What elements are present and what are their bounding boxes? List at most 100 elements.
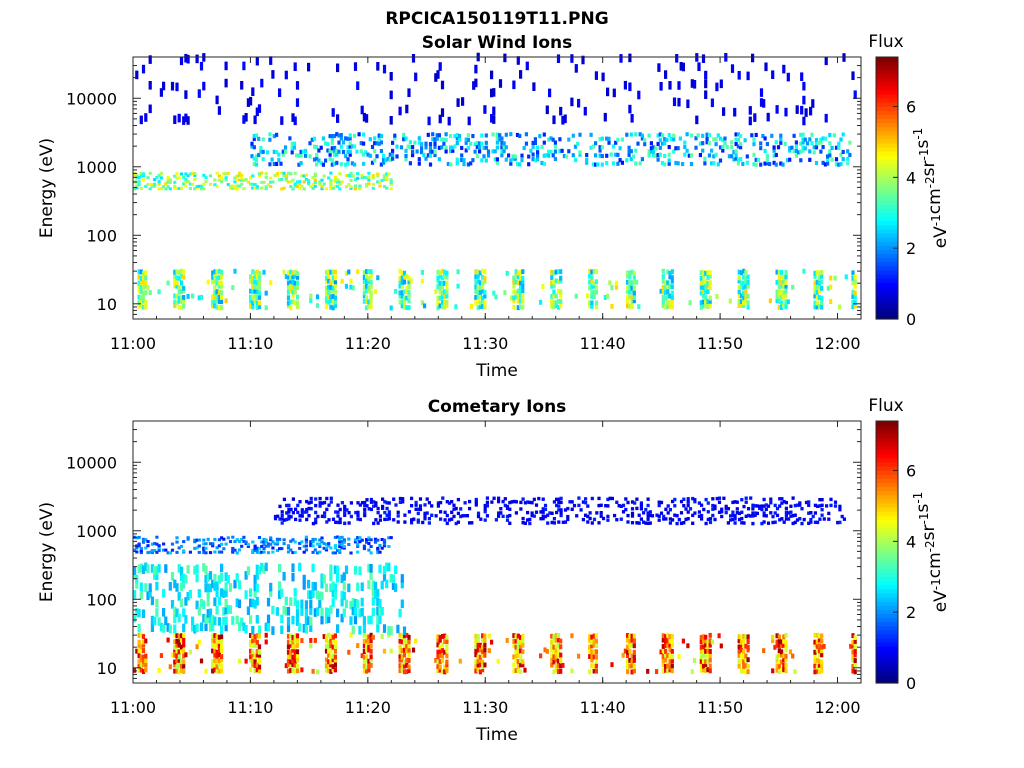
flux-cell xyxy=(780,649,784,655)
flux-cell xyxy=(765,154,769,159)
flux-cell xyxy=(626,288,630,294)
flux-cell xyxy=(162,542,166,546)
flux-cell xyxy=(295,180,300,184)
flux-cell xyxy=(437,133,441,138)
flux-cell xyxy=(275,150,279,155)
flux-cell xyxy=(270,157,274,162)
flux-cell xyxy=(503,290,507,296)
flux-cell xyxy=(186,591,190,601)
flux-cell xyxy=(251,174,255,178)
flux-cell xyxy=(476,299,480,304)
flux-cell xyxy=(391,152,395,157)
flux-cell xyxy=(309,643,313,649)
flux-cell xyxy=(266,544,271,548)
flux-cell xyxy=(789,510,793,514)
flux-cell xyxy=(519,658,523,664)
flux-cell xyxy=(333,644,337,649)
flux-cell xyxy=(440,268,445,274)
flux-cell xyxy=(204,615,208,624)
flux-cell xyxy=(481,637,485,643)
flux-cell xyxy=(490,70,494,80)
flux-cell xyxy=(342,546,346,550)
flux-cell xyxy=(173,180,177,184)
flux-cell xyxy=(466,145,470,150)
flux-cell xyxy=(811,99,815,108)
flux-cell xyxy=(293,62,297,71)
flux-cell xyxy=(179,305,184,311)
flux-cell xyxy=(407,284,411,290)
flux-cell xyxy=(329,572,333,581)
flux-cell xyxy=(440,80,445,90)
flux-cell xyxy=(550,511,554,515)
flux-cell xyxy=(813,289,817,295)
flux-cell xyxy=(286,546,291,550)
flux-cell xyxy=(499,511,503,515)
flux-cell xyxy=(329,298,333,304)
flux-cell xyxy=(356,501,360,505)
flux-cell xyxy=(708,657,712,663)
flux-cell xyxy=(594,300,598,306)
flux-cell xyxy=(170,600,175,609)
flux-cell xyxy=(193,625,197,634)
flux-cell xyxy=(826,157,830,162)
flux-cell xyxy=(632,643,636,649)
flux-cell xyxy=(508,513,512,518)
flux-cell xyxy=(220,663,224,669)
flux-cell xyxy=(733,107,737,117)
flux-cell xyxy=(668,634,672,639)
flux-cell xyxy=(475,145,479,150)
flux-cell xyxy=(759,98,764,107)
flux-cell xyxy=(476,511,481,515)
flux-cell xyxy=(775,289,779,295)
flux-cell xyxy=(570,97,574,107)
flux-cell xyxy=(739,303,743,308)
flux-cell xyxy=(751,53,755,63)
flux-cell xyxy=(139,654,143,660)
flux-cell xyxy=(204,551,208,555)
colorbar-swatch xyxy=(876,552,898,557)
flux-cell xyxy=(550,283,554,289)
flux-cell xyxy=(391,148,395,153)
flux-cell xyxy=(362,161,366,166)
flux-cell xyxy=(639,503,643,508)
flux-cell xyxy=(264,639,268,645)
flux-cell xyxy=(400,299,404,305)
flux-cell xyxy=(286,644,291,650)
flux-cell xyxy=(552,270,556,276)
flux-cell xyxy=(213,667,217,673)
flux-cell xyxy=(141,174,146,178)
flux-cell xyxy=(331,294,335,299)
flux-cell xyxy=(667,133,671,138)
flux-cell xyxy=(362,616,366,625)
flux-cell xyxy=(693,500,697,504)
colorbar-swatch xyxy=(876,147,898,152)
flux-cell xyxy=(798,517,802,521)
flux-cell xyxy=(830,145,834,150)
flux-cell xyxy=(380,580,384,590)
flux-cell xyxy=(679,62,683,71)
flux-cell xyxy=(249,278,253,284)
flux-cell xyxy=(355,149,359,154)
flux-cell xyxy=(304,600,308,609)
flux-cell xyxy=(659,649,663,655)
flux-cell xyxy=(549,136,553,141)
flux-cell xyxy=(222,616,226,626)
flux-cell xyxy=(162,81,166,91)
flux-cell xyxy=(450,517,454,521)
flux-cell xyxy=(150,184,154,188)
flux-cell xyxy=(324,141,328,146)
flux-cell xyxy=(628,657,632,663)
x-axis-ticks: 11:00 11:10 11:20 11:30 11:40 11:50 12:00 xyxy=(110,421,862,717)
flux-cell xyxy=(389,626,393,635)
flux-cell xyxy=(182,298,186,304)
flux-cell xyxy=(378,615,382,624)
flux-cell xyxy=(291,279,295,285)
flux-cell xyxy=(293,649,297,655)
flux-cell xyxy=(278,547,282,551)
flux-cell xyxy=(657,514,661,518)
flux-cell xyxy=(388,157,392,162)
flux-cell xyxy=(704,90,708,99)
flux-cell xyxy=(157,187,161,191)
flux-cell xyxy=(211,638,215,643)
flux-cell xyxy=(787,511,791,515)
